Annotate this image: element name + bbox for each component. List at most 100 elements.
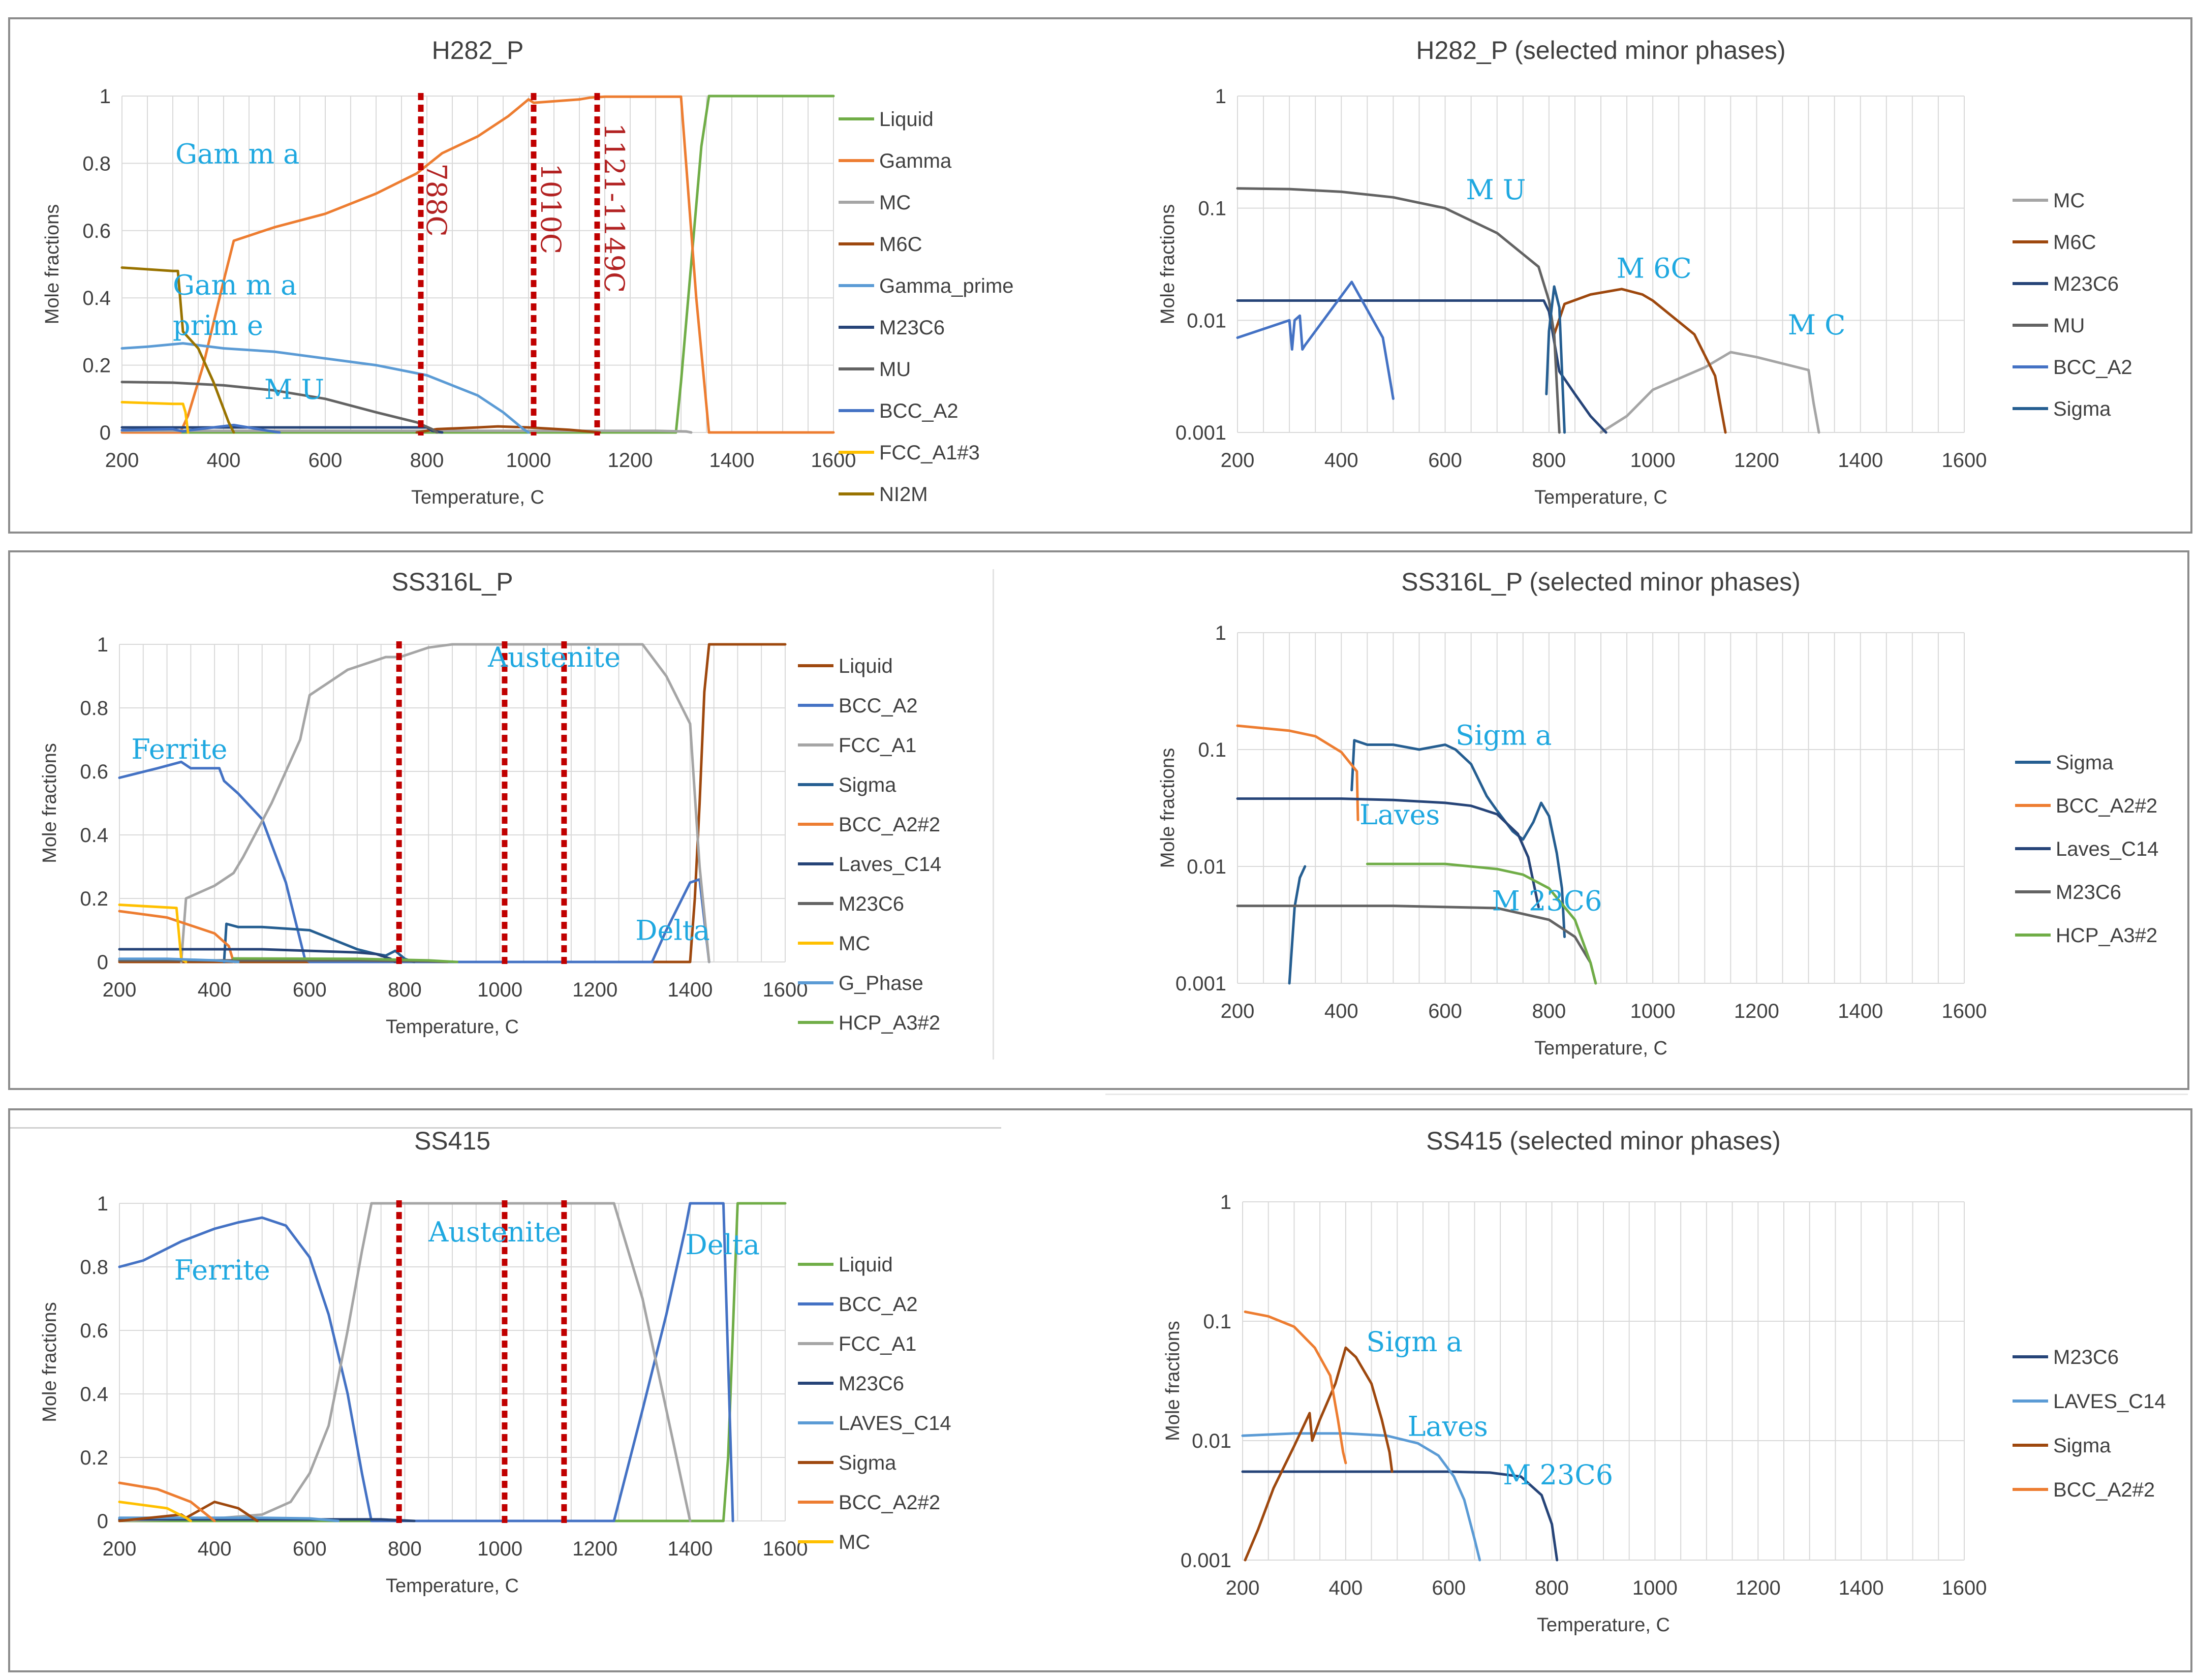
legend-entry: MC — [879, 192, 911, 214]
annotation-label: Ferrite — [131, 733, 227, 765]
legend-entry: M23C6 — [879, 317, 945, 339]
chart-h282-minor: H282_P (selected minor phases) 0.001 0.01 0… — [1157, 36, 2132, 508]
legend-entry: Sigma — [2053, 398, 2111, 420]
y-axis-label: Mole fractions — [1157, 748, 1179, 868]
x-tick-label: 1600 — [1942, 1000, 1987, 1022]
legend-entry: BCC_A2#2 — [839, 1491, 940, 1514]
vertical-gridlines — [119, 644, 786, 962]
y-tick-label: 0.01 — [1187, 856, 1226, 878]
series-line-bcc_a2#2 — [118, 910, 235, 963]
x-tick-label: 1200 — [1734, 1000, 1779, 1022]
horizontal-gridlines — [1238, 632, 1964, 984]
annotation-label: M U — [1466, 174, 1526, 206]
y-tick-label: 0 — [100, 422, 111, 444]
y-tick-label: 0.6 — [80, 1320, 108, 1342]
x-tick-label: 800 — [1535, 1577, 1569, 1599]
series-lines — [120, 95, 835, 434]
vertical-gridlines — [1237, 96, 1965, 432]
x-tick-label: 1400 — [667, 979, 713, 1001]
legend-entry: NI2M — [879, 483, 928, 506]
y-tick-label: 0.001 — [1181, 1549, 1231, 1572]
legend-entry: Sigma — [2053, 1435, 2111, 1457]
legend-entry: M23C6 — [839, 1373, 904, 1395]
annotation-label: Ferrite — [174, 1254, 270, 1286]
x-tick-label: 1000 — [1630, 449, 1676, 472]
x-tick-label: 1400 — [1838, 449, 1883, 472]
chart-title: SS415 — [414, 1127, 490, 1155]
y-tick-label: 0.01 — [1192, 1430, 1231, 1452]
legend-entry: Liquid — [879, 108, 934, 131]
legend-entry: LAVES_C14 — [839, 1412, 951, 1435]
x-axis-label: Temperature, C — [386, 1016, 519, 1038]
series-lines — [1236, 187, 1820, 434]
annotation-label: Sigm a — [1366, 1326, 1462, 1358]
series-line-mu — [120, 381, 439, 434]
x-tick-label: 200 — [103, 979, 137, 1001]
x-tick-label: 1200 — [572, 1538, 617, 1560]
annotation-label: M 23C6 — [1492, 885, 1602, 917]
series-line-liquid — [118, 1202, 787, 1522]
chart-title: H282_P — [432, 36, 524, 65]
legend-entry: M23C6 — [2056, 881, 2121, 904]
vertical-gridlines — [119, 1203, 786, 1521]
x-tick-label: 200 — [105, 449, 139, 472]
annotation-label: M C — [1788, 309, 1846, 341]
y-tick-label: 1 — [1215, 85, 1226, 108]
y-tick-label: 1 — [97, 1193, 108, 1215]
annotation-label: 1121-1149C — [598, 123, 630, 293]
annotation-label: Austenite — [428, 1216, 561, 1248]
x-axis-label: Temperature, C — [411, 487, 544, 508]
legend-entry: M23C6 — [2053, 273, 2119, 295]
y-tick-label: 0.1 — [1198, 198, 1226, 220]
x-tick-label: 1000 — [1630, 1000, 1676, 1022]
x-tick-label: 1400 — [667, 1538, 713, 1560]
x-tick-label: 400 — [1324, 1000, 1358, 1022]
x-tick-label: 200 — [1221, 1000, 1255, 1022]
legend-entry: MU — [879, 358, 911, 381]
legend: Liquid BCC_A2 FCC_A1 Sigma BCC_A2#2 Laves_C14… — [798, 655, 941, 1034]
legend-entry: BCC_A2 — [879, 400, 958, 422]
annotation-label: prim e — [173, 309, 263, 341]
y-axis-label: Mole fractions — [1162, 1321, 1184, 1441]
horizontal-gridlines — [1238, 96, 1964, 433]
row-3-right-divider — [1105, 1094, 2188, 1095]
legend-entry: Sigma — [839, 1452, 896, 1474]
series-line-m6c — [1553, 288, 1727, 434]
chart-title: SS415 (selected minor phases) — [1426, 1127, 1781, 1155]
legend-entry: MC — [839, 1531, 870, 1553]
x-axis-label: Temperature, C — [1534, 487, 1667, 508]
series-line-bcc_a2#2 — [118, 1481, 216, 1522]
series-lines — [118, 643, 787, 963]
y-tick-label: 1 — [1220, 1191, 1231, 1214]
legend-entry: MU — [2053, 315, 2085, 337]
legend-entry: MC — [839, 932, 870, 955]
legend: MC M6C M23C6 MU BCC_A2 Sigma — [2013, 190, 2132, 420]
annotation-label: Delta — [635, 914, 709, 946]
row-3-top-divider — [10, 1127, 1001, 1129]
legend-entry: BCC_A2#2 — [839, 814, 940, 836]
annotation-label: Austenite — [487, 641, 621, 673]
y-tick-label: 0.8 — [80, 1256, 108, 1279]
legend-entry: M6C — [879, 233, 922, 256]
legend-entry: G_Phase — [839, 972, 923, 994]
x-tick-label: 600 — [293, 979, 327, 1001]
x-tick-label: 1200 — [572, 979, 617, 1001]
x-tick-label: 400 — [198, 1538, 232, 1560]
legend-entry: FCC_A1 — [839, 1333, 916, 1355]
legend-entry: BCC_A2 — [839, 1293, 918, 1316]
x-tick-label: 600 — [308, 449, 343, 472]
series-line-hcp_a3#2 — [1366, 862, 1597, 985]
y-axis-label: Mole fractions — [1157, 204, 1179, 325]
y-tick-label: 0.4 — [80, 824, 108, 847]
series-line-bcc_a2 — [1236, 281, 1395, 400]
legend: Sigma BCC_A2#2 Laves_C14 M23C6 HCP_A3#2 — [2015, 752, 2158, 947]
y-tick-label: 0.8 — [80, 697, 108, 720]
series-line-gamma_prime — [120, 342, 530, 434]
legend-entry: Laves_C14 — [839, 853, 941, 876]
series-line-gamma — [120, 95, 835, 434]
legend-entry: LAVES_C14 — [2053, 1390, 2166, 1413]
series-line-mc — [118, 1501, 192, 1522]
x-tick-label: 400 — [1328, 1577, 1363, 1599]
